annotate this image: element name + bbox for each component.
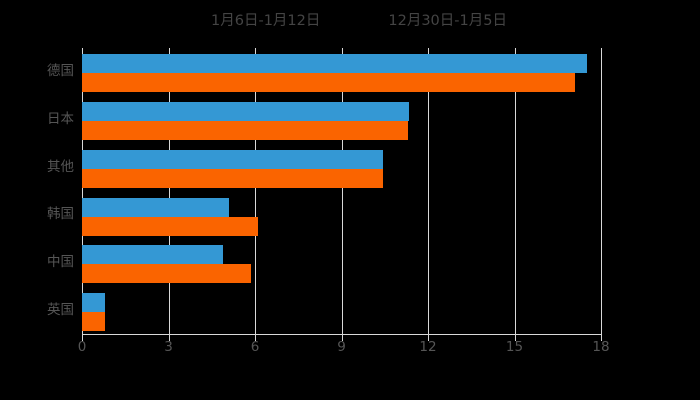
x-tick-label-0: 0 (77, 339, 87, 355)
bar-series-0[interactable] (82, 101, 410, 121)
bar-series-0[interactable] (82, 54, 587, 73)
y-axis-category-labels: 德国日本其他韩国中国英国 (0, 48, 74, 335)
x-tick-label-18: 18 (592, 339, 610, 355)
bar-series-0[interactable] (82, 197, 230, 217)
x-tick-6 (255, 335, 256, 341)
legend-item-series-0[interactable]: 1月6日-1月12日 (193, 14, 320, 29)
legend-item-series-1[interactable]: 12月30日-1月5日 (370, 14, 507, 29)
gridline-x-6 (255, 48, 256, 335)
legend-marker-circle-icon (193, 16, 204, 27)
y-axis-label-1: 日本 (47, 110, 74, 127)
y-axis-line (82, 48, 83, 335)
bar-group (82, 192, 601, 240)
legend-label-series-0: 1月6日-1月12日 (211, 12, 321, 29)
y-axis-label-2: 其他 (47, 158, 74, 175)
bar-series-1[interactable] (82, 312, 106, 332)
y-axis-label-4: 中国 (47, 254, 74, 271)
y-axis-label-3: 韩国 (47, 206, 74, 223)
bar-group (82, 48, 601, 96)
bar-series-0[interactable] (82, 293, 106, 313)
x-tick-18 (601, 335, 602, 341)
x-axis-tick-labels: 0 3 6 9 12 15 18 (78, 335, 610, 361)
gridline-x-15 (514, 48, 516, 335)
x-tick-label-12: 12 (419, 339, 437, 355)
x-tick-0 (82, 335, 83, 341)
gridline-x-3 (168, 48, 170, 335)
x-tick-12 (428, 335, 429, 341)
bar-series-0[interactable] (82, 245, 224, 265)
x-tick-3 (168, 335, 170, 341)
bar-group (82, 239, 601, 287)
bar-series-1[interactable] (82, 120, 408, 140)
y-axis-label-5: 英国 (47, 302, 74, 319)
x-tick-label-3: 3 (164, 339, 173, 355)
x-tick-15 (514, 335, 516, 341)
bar-series-1[interactable] (82, 216, 258, 236)
plot-area (82, 48, 602, 341)
x-tick-label-15: 15 (505, 339, 524, 355)
x-tick-9 (341, 335, 343, 341)
bar-series-1[interactable] (82, 73, 576, 92)
gridline-x-18 (601, 48, 602, 335)
bar-series-1[interactable] (82, 264, 251, 284)
x-tick-label-9: 9 (337, 339, 346, 355)
gridline-x-12 (428, 48, 429, 335)
legend-label-series-1: 12月30日-1月5日 (388, 12, 507, 29)
legend-marker-square-icon (370, 16, 381, 27)
bar-series-0[interactable] (82, 149, 384, 169)
bar-group (82, 96, 601, 144)
gridline-x-9 (341, 48, 343, 335)
bar-group (82, 144, 601, 192)
chart-legend: 1月6日-1月12日 12月30日-1月5日 (0, 8, 700, 34)
y-axis-label-0: 德国 (47, 62, 74, 79)
bar-series-1[interactable] (82, 168, 384, 188)
x-tick-label-6: 6 (250, 339, 260, 355)
bar-group (82, 287, 601, 335)
